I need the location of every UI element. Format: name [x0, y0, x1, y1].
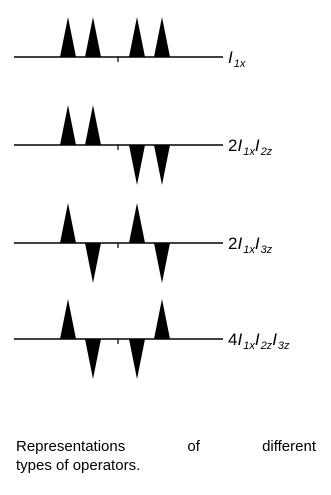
- positive-peak-4: [154, 17, 170, 57]
- multiplet-row-3: 2I1xI3z: [14, 203, 273, 283]
- operator-label: 4I1xI2zI3z: [228, 330, 290, 352]
- positive-peak-2: [85, 17, 101, 57]
- positive-peak-2: [85, 105, 101, 145]
- positive-peak-3: [129, 203, 145, 243]
- multiplet-row-2: 2I1xI2z: [14, 105, 273, 185]
- figure-caption: Representations of different types of op…: [16, 437, 316, 475]
- positive-peak-1: [60, 105, 76, 145]
- operator-label: I1x: [228, 48, 246, 70]
- positive-peak-1: [60, 299, 76, 339]
- operator-label: 2I1xI2z: [228, 136, 273, 158]
- multiplet-row-1: I1x: [14, 17, 246, 70]
- caption-line-1: Representations of different: [16, 438, 316, 455]
- positive-peak-3: [129, 17, 145, 57]
- negative-peak-3: [129, 339, 145, 379]
- negative-peak-4: [154, 145, 170, 185]
- negative-peak-2: [85, 339, 101, 379]
- negative-peak-2: [85, 243, 101, 283]
- multiplet-row-4: 4I1xI2zI3z: [14, 299, 290, 379]
- positive-peak-1: [60, 203, 76, 243]
- negative-peak-4: [154, 243, 170, 283]
- negative-peak-3: [129, 145, 145, 185]
- positive-peak-1: [60, 17, 76, 57]
- caption-line-2: types of operators.: [16, 457, 141, 474]
- operator-label: 2I1xI3z: [228, 234, 273, 256]
- positive-peak-4: [154, 299, 170, 339]
